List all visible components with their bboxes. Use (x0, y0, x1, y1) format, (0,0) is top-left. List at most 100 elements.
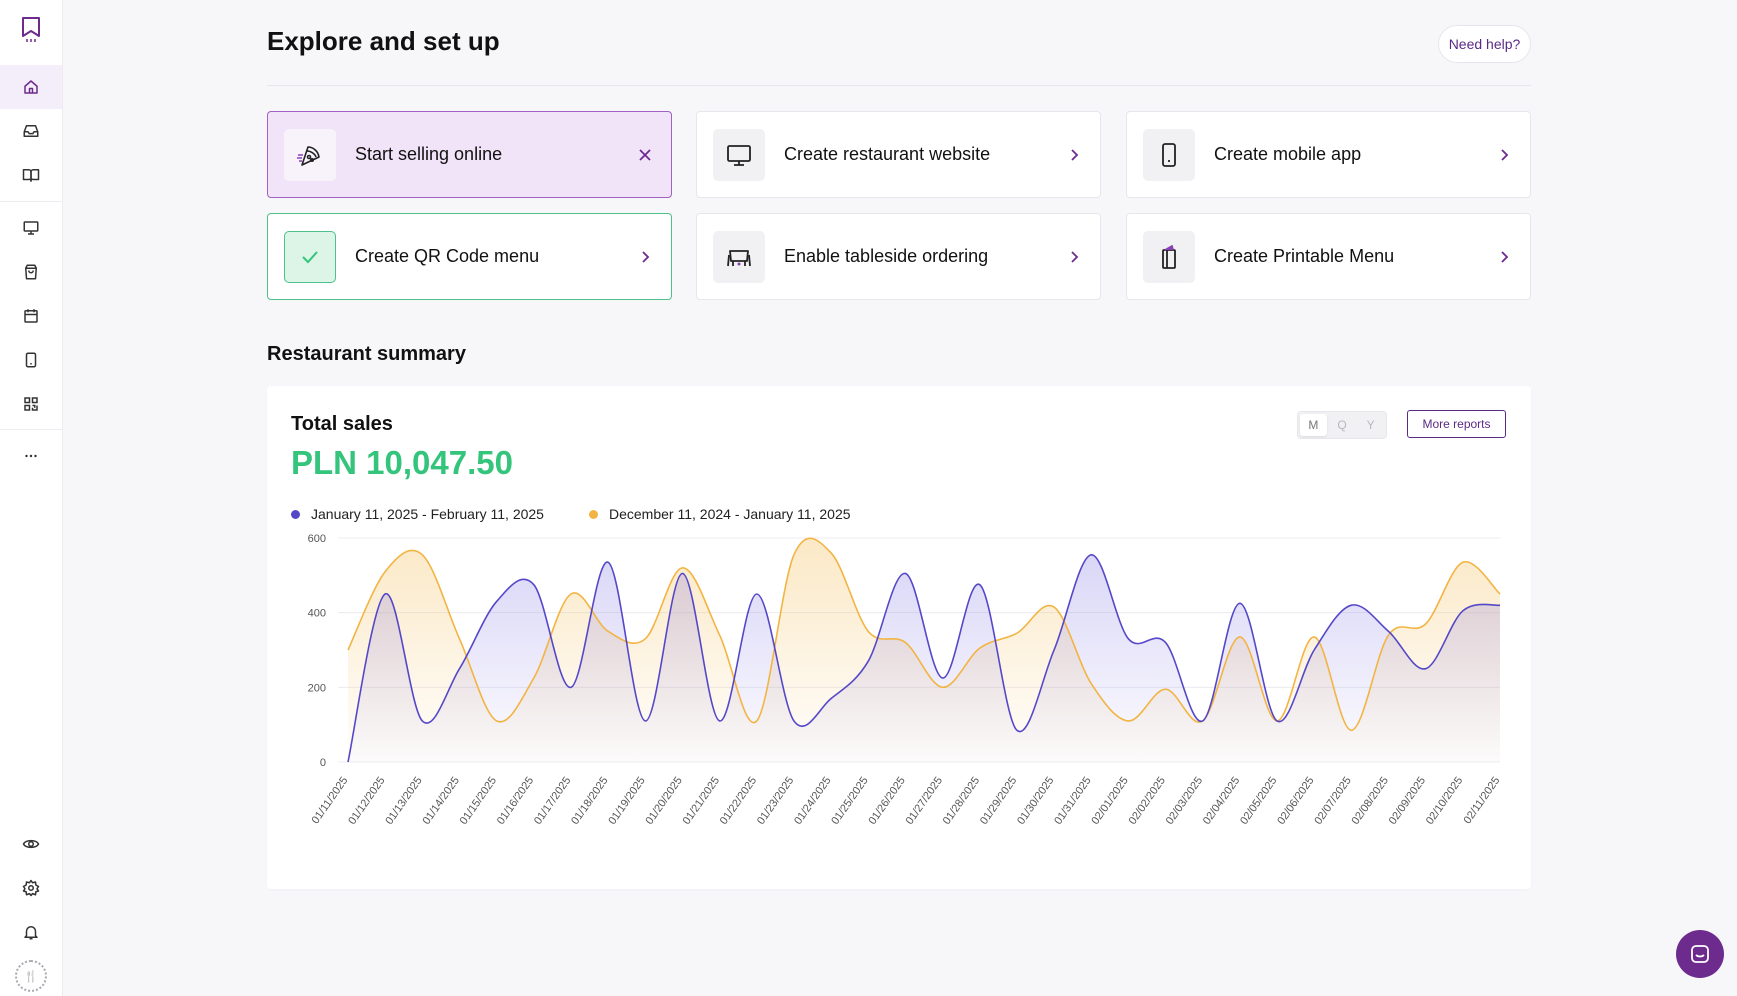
sidebar-item-more[interactable] (0, 434, 62, 478)
sidebar-item-home[interactable] (0, 65, 62, 109)
sales-panel: Total sales PLN 10,047.50 M Q Y More rep… (267, 386, 1531, 889)
eye-icon (22, 839, 40, 849)
x-tick-label: 02/04/2025 (1201, 775, 1242, 827)
card-create-restaurant-website[interactable]: Create restaurant website (696, 111, 1101, 198)
chevron-right-icon (1071, 148, 1079, 161)
period-selector: M Q Y (1297, 411, 1387, 439)
inbox-icon (23, 125, 39, 137)
check-icon (302, 250, 318, 263)
card-icon-box (713, 128, 765, 181)
x-tick-label: 02/08/2025 (1350, 775, 1391, 827)
card-create-mobile-app[interactable]: Create mobile app (1126, 111, 1531, 198)
sidebar-item-notifications[interactable] (0, 910, 62, 954)
period-option-y[interactable]: Y (1366, 418, 1375, 432)
card-open-button[interactable] (1054, 237, 1094, 277)
period-option-m[interactable]: M (1300, 414, 1327, 436)
chevron-right-icon (642, 250, 650, 263)
dismiss-card-button[interactable] (625, 135, 665, 175)
y-tick-label: 200 (308, 682, 326, 694)
home-icon (24, 80, 38, 94)
card-label: Enable tableside ordering (784, 246, 989, 266)
gear-icon (22, 879, 40, 897)
y-tick-label: 0 (320, 757, 326, 769)
bag-icon (25, 264, 37, 280)
card-label: Create mobile app (1214, 144, 1362, 164)
page-title: Explore and set up (267, 26, 500, 56)
chevron-right-icon (1501, 148, 1509, 161)
x-tick-label: 01/21/2025 (681, 775, 722, 827)
sidebar: 🍴 (0, 0, 63, 996)
card-label: Create restaurant website (784, 144, 991, 164)
chevron-right-icon (1501, 250, 1509, 263)
x-tick-label: 01/27/2025 (904, 775, 945, 827)
sidebar-item-qr-code[interactable] (0, 382, 62, 426)
more-icon (25, 454, 37, 458)
series-line (347, 554, 1501, 763)
need-help-button[interactable]: Need help? (1438, 25, 1531, 63)
sidebar-item-preview[interactable] (0, 822, 62, 866)
chat-icon (1691, 945, 1709, 963)
series-line (347, 537, 1501, 732)
avatar[interactable]: 🍴 (15, 960, 47, 992)
sidebar-item-website[interactable] (0, 206, 62, 250)
bell-icon (24, 926, 38, 940)
card-enable-tableside-ordering[interactable]: Enable tableside ordering (696, 213, 1101, 300)
x-tick-label: 01/26/2025 (866, 775, 907, 827)
x-tick-label: 02/07/2025 (1312, 775, 1353, 827)
sidebar-item-orders[interactable] (0, 250, 62, 294)
card-icon-box (713, 230, 765, 283)
card-start-selling-online[interactable]: Start selling online (267, 111, 672, 198)
sales-chart: 0 200 400 600 01/11/202501/12/202501/13/202… (308, 533, 1503, 827)
card-open-button[interactable] (1054, 135, 1094, 175)
section-title: Restaurant summary (267, 343, 466, 365)
more-reports-button[interactable]: More reports (1407, 410, 1506, 438)
pizza-icon (297, 145, 320, 166)
sidebar-item-menu[interactable] (0, 153, 62, 197)
header-divider (267, 85, 1531, 86)
legend-item-previous[interactable]: December 11, 2024 - January 11, 2025 (589, 506, 851, 522)
close-icon (639, 148, 651, 161)
sidebar-item-inbox[interactable] (0, 109, 62, 153)
x-tick-label: 01/29/2025 (978, 775, 1019, 827)
menu-book-icon (22, 169, 40, 182)
x-tick-label: 01/18/2025 (569, 775, 610, 827)
card-create-printable-menu[interactable]: Create Printable Menu (1126, 213, 1531, 300)
legend-item-current[interactable]: January 11, 2025 - February 11, 2025 (291, 506, 544, 522)
table-icon (727, 249, 751, 266)
card-create-qr-code-menu[interactable]: Create QR Code menu (267, 213, 672, 300)
period-option-q[interactable]: Q (1337, 418, 1347, 432)
qr-code-icon (24, 397, 38, 411)
x-tick-label: 02/06/2025 (1275, 775, 1316, 827)
calendar-icon (24, 309, 38, 323)
x-tick-label: 01/28/2025 (941, 775, 982, 827)
x-tick-label: 01/15/2025 (458, 775, 499, 827)
card-open-button[interactable] (625, 237, 665, 277)
x-tick-label: 02/03/2025 (1164, 775, 1205, 827)
x-tick-label: 01/20/2025 (643, 775, 684, 827)
x-tick-label: 02/05/2025 (1238, 775, 1279, 827)
card-icon-box (1143, 128, 1195, 181)
x-tick-label: 01/23/2025 (755, 775, 796, 827)
chat-button[interactable] (1676, 930, 1724, 978)
card-icon-box (284, 128, 336, 181)
y-tick-label: 600 (308, 533, 326, 545)
legend-label: December 11, 2024 - January 11, 2025 (609, 506, 851, 522)
x-tick-label: 01/11/2025 (310, 775, 351, 826)
x-tick-label: 01/16/2025 (495, 775, 536, 827)
x-tick-label: 01/25/2025 (829, 775, 870, 827)
total-sales-value: PLN 10,047.50 (291, 444, 513, 481)
card-icon-box (1143, 230, 1195, 283)
sidebar-item-settings[interactable] (0, 866, 62, 910)
logo-icon[interactable] (19, 16, 43, 44)
sidebar-item-mobile-app[interactable] (0, 338, 62, 382)
x-tick-label: 02/02/2025 (1127, 775, 1168, 827)
y-tick-label: 400 (308, 608, 326, 620)
card-open-button[interactable] (1484, 135, 1524, 175)
card-open-button[interactable] (1484, 237, 1524, 277)
card-label: Create Printable Menu (1214, 246, 1395, 266)
monitor-icon (23, 221, 39, 235)
legend-dot (589, 509, 598, 519)
sidebar-item-reservations[interactable] (0, 294, 62, 338)
x-tick-label: 01/31/2025 (1052, 775, 1093, 827)
x-tick-label: 01/19/2025 (606, 775, 647, 827)
